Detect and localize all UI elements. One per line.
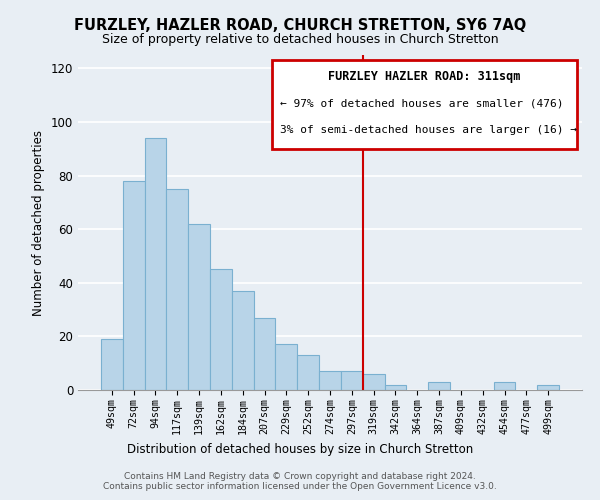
Text: ← 97% of detached houses are smaller (476): ← 97% of detached houses are smaller (47… — [280, 98, 563, 108]
Bar — [341, 371, 363, 390]
Bar — [123, 181, 145, 390]
Bar — [145, 138, 166, 390]
Bar — [101, 339, 123, 390]
Bar — [166, 189, 188, 390]
Bar — [275, 344, 297, 390]
Bar — [254, 318, 275, 390]
Bar — [319, 371, 341, 390]
Text: Contains HM Land Registry data © Crown copyright and database right 2024.: Contains HM Land Registry data © Crown c… — [124, 472, 476, 481]
Text: Size of property relative to detached houses in Church Stretton: Size of property relative to detached ho… — [101, 32, 499, 46]
FancyBboxPatch shape — [272, 60, 577, 149]
Text: Contains public sector information licensed under the Open Government Licence v3: Contains public sector information licen… — [103, 482, 497, 491]
Text: 3% of semi-detached houses are larger (16) →: 3% of semi-detached houses are larger (1… — [280, 126, 577, 136]
Text: Distribution of detached houses by size in Church Stretton: Distribution of detached houses by size … — [127, 442, 473, 456]
Bar — [494, 382, 515, 390]
Text: FURZLEY HAZLER ROAD: 311sqm: FURZLEY HAZLER ROAD: 311sqm — [328, 70, 521, 83]
Bar — [188, 224, 210, 390]
Bar — [428, 382, 450, 390]
Bar — [297, 355, 319, 390]
Bar — [210, 270, 232, 390]
Bar — [232, 291, 254, 390]
Text: FURZLEY, HAZLER ROAD, CHURCH STRETTON, SY6 7AQ: FURZLEY, HAZLER ROAD, CHURCH STRETTON, S… — [74, 18, 526, 32]
Y-axis label: Number of detached properties: Number of detached properties — [32, 130, 45, 316]
Bar — [537, 384, 559, 390]
Bar — [385, 384, 406, 390]
Bar — [363, 374, 385, 390]
